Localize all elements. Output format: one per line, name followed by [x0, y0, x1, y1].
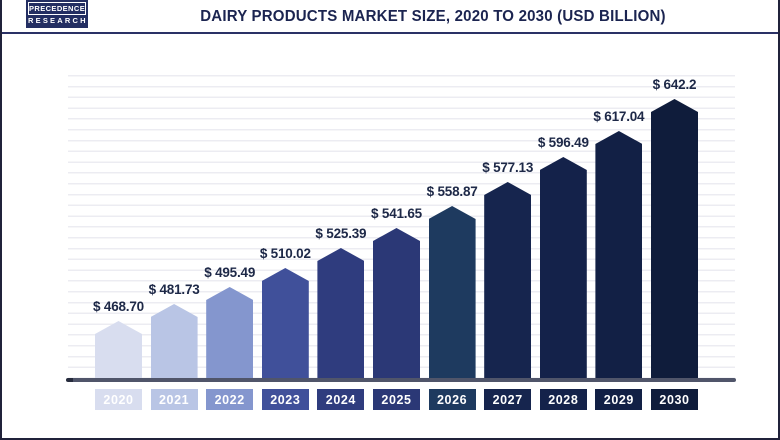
bar-2024 — [317, 248, 365, 381]
value-label-2026: $ 558.87 — [426, 184, 478, 199]
bar-2027 — [484, 182, 532, 381]
value-label-2025: $ 541.65 — [371, 206, 422, 221]
precedence-research-logo: PRECEDENCE RESEARCH — [26, 0, 88, 28]
value-label-2021: $ 481.73 — [148, 282, 200, 297]
year-label-2027: 2027 — [484, 389, 532, 410]
value-label-2029: $ 617.04 — [593, 109, 645, 124]
year-label-2022: 2022 — [206, 389, 254, 410]
x-axis-labels: 2020 2021 2022 2023 2024 2025 2026 2027 2028 2029… — [68, 389, 735, 410]
bar-2030 — [651, 99, 698, 381]
plot-area: $ 468.70 $ 481.73 $ 495.49 $ 510.02 $ 525.39… — [68, 75, 735, 381]
bar-2028 — [539, 157, 587, 381]
year-label-2023: 2023 — [261, 389, 309, 410]
year-label-2020: 2020 — [95, 389, 142, 410]
year-label-2025: 2025 — [373, 389, 420, 410]
year-label-2029: 2029 — [595, 389, 643, 410]
value-label-2023: $ 510.02 — [259, 246, 311, 261]
year-label-2024: 2024 — [317, 389, 365, 410]
value-label-2022: $ 495.49 — [204, 265, 256, 280]
bar-2029 — [595, 131, 643, 381]
value-label-2027: $ 577.13 — [482, 160, 534, 175]
bar-2023 — [261, 268, 309, 381]
bar-2025 — [373, 228, 420, 381]
header-divider — [2, 32, 778, 34]
bar-2026 — [428, 206, 476, 381]
year-label-2028: 2028 — [539, 389, 587, 410]
x-axis-line — [66, 378, 736, 382]
logo-line-research: RESEARCH — [28, 16, 88, 25]
bar-2022 — [206, 287, 254, 381]
logo-line-precedence: PRECEDENCE — [28, 2, 86, 15]
value-label-2024: $ 525.39 — [315, 226, 367, 241]
year-label-2021: 2021 — [150, 389, 198, 410]
value-label-2028: $ 596.49 — [537, 135, 589, 150]
year-label-2026: 2026 — [428, 389, 476, 410]
year-label-2030: 2030 — [651, 389, 698, 410]
value-label-2030: $ 642.2 — [652, 77, 697, 92]
value-label-2020: $ 468.70 — [93, 299, 144, 314]
bar-2021 — [150, 304, 198, 381]
bar-2020 — [95, 321, 142, 381]
chart-title: DAIRY PRODUCTS MARKET SIZE, 2020 TO 2030… — [200, 8, 666, 25]
